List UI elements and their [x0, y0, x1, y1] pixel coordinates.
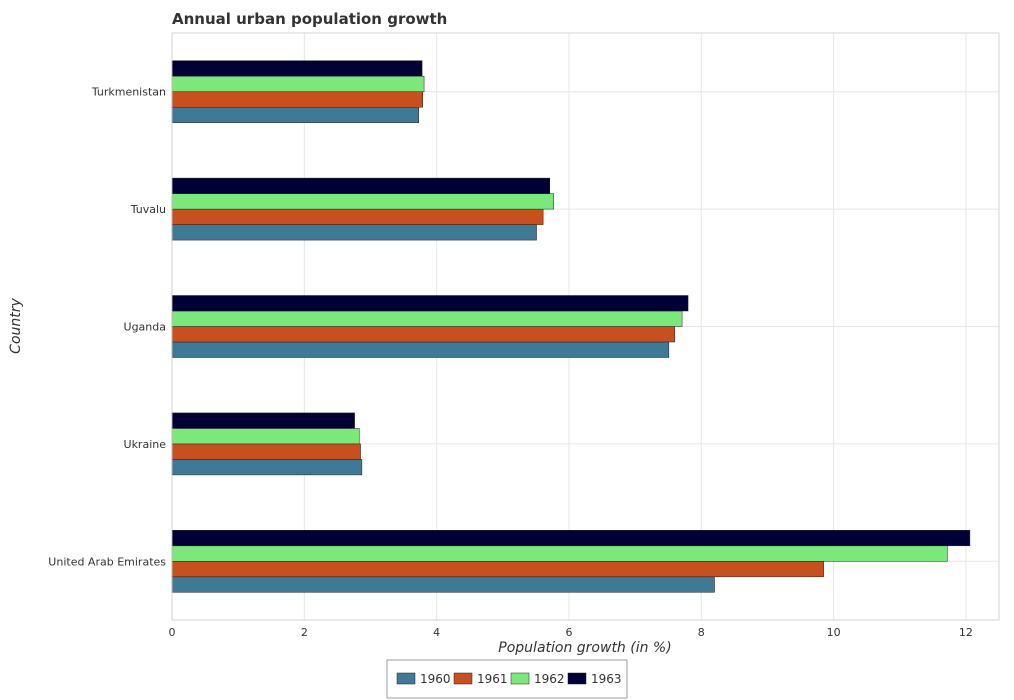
- bar-1963-tuvalu: [171, 177, 551, 194]
- bar-1962-united-arab-emirates: [171, 545, 948, 562]
- x-tick-label: 2: [301, 626, 308, 639]
- y-tick-label: Tuvalu: [130, 203, 166, 216]
- x-axis-label: Population growth (in %): [498, 640, 671, 656]
- legend-label-1961: 1961: [477, 672, 508, 686]
- bar-1960-ukraine: [171, 459, 363, 476]
- y-tick-label: Ukraine: [124, 438, 167, 451]
- legend-label-1960: 1960: [420, 672, 451, 686]
- bar-1963-turkmenistan: [171, 60, 423, 77]
- x-tick-label: 12: [959, 626, 973, 639]
- bar-1963-uganda: [171, 295, 689, 312]
- bar-1961-ukraine: [171, 443, 361, 460]
- x-tick-label: 10: [827, 626, 841, 639]
- bar-1963-united-arab-emirates: [171, 530, 971, 547]
- bar-1962-tuvalu: [171, 193, 554, 210]
- plot-frame: [171, 32, 1000, 621]
- bar-1961-tuvalu: [171, 208, 544, 225]
- y-tick-label: Uganda: [124, 321, 166, 334]
- bar-1960-tuvalu: [171, 224, 537, 241]
- bar-1960-united-arab-emirates: [171, 576, 715, 593]
- legend-swatch-1963: [567, 672, 587, 685]
- bar-1960-turkmenistan: [171, 106, 420, 123]
- x-tick-label: 8: [698, 626, 705, 639]
- bar-1962-ukraine: [171, 428, 360, 445]
- y-tick-label: Turkmenistan: [91, 86, 166, 99]
- bar-1962-turkmenistan: [171, 75, 425, 92]
- x-tick-label: 6: [565, 626, 572, 639]
- bar-1960-uganda: [171, 341, 670, 358]
- legend-swatch-1961: [453, 672, 473, 685]
- y-tick-label: United Arab Emirates: [48, 555, 166, 568]
- legend-swatch-1962: [510, 672, 530, 685]
- x-tick-labels: 0 2 4 6 8 10 12: [169, 626, 973, 639]
- bar-1961-united-arab-emirates: [171, 561, 824, 578]
- legend-label-1962: 1962: [534, 672, 565, 686]
- x-tick-label: 4: [433, 626, 440, 639]
- legend: 1960 1961 1962 1963: [386, 659, 628, 699]
- chart-title: Annual urban population growth: [172, 10, 447, 28]
- bar-1962-uganda: [171, 310, 683, 327]
- bar-1963-ukraine: [171, 412, 355, 429]
- legend-swatch-1960: [396, 672, 416, 685]
- y-tick-labels: Turkmenistan Tuvalu Uganda Ukraine United Ar…: [48, 86, 166, 569]
- bar-1961-uganda: [171, 326, 676, 343]
- legend-frame: [386, 659, 628, 699]
- y-axis-label: Country: [8, 297, 24, 353]
- legend-label-1963: 1963: [591, 672, 622, 686]
- bar-1961-turkmenistan: [171, 91, 423, 108]
- x-tick-label: 0: [169, 626, 176, 639]
